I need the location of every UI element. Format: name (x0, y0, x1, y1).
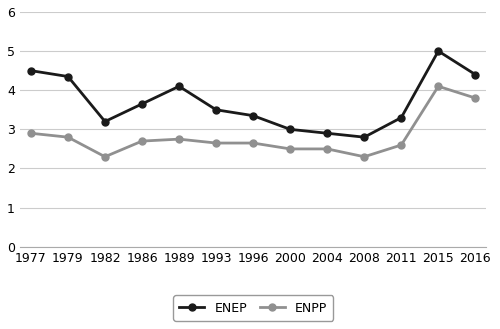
ENEP (102, 119, 108, 123)
ENPP (361, 155, 367, 159)
ENPP (139, 139, 145, 143)
ENEP (213, 108, 219, 112)
ENEP (398, 115, 404, 119)
ENEP (472, 73, 478, 77)
ENPP (65, 135, 71, 139)
ENPP (472, 96, 478, 100)
Legend: ENEP, ENPP: ENEP, ENPP (173, 295, 333, 321)
ENPP (436, 84, 442, 88)
ENEP (250, 114, 256, 118)
ENPP (28, 131, 34, 135)
ENEP (28, 69, 34, 73)
Line: ENEP: ENEP (28, 48, 479, 140)
ENEP (361, 135, 367, 139)
ENEP (65, 75, 71, 79)
ENEP (436, 49, 442, 53)
ENPP (324, 147, 330, 151)
ENPP (398, 143, 404, 147)
ENPP (102, 155, 108, 159)
ENEP (176, 84, 182, 88)
ENPP (213, 141, 219, 145)
ENPP (176, 137, 182, 141)
ENEP (324, 131, 330, 135)
ENPP (250, 141, 256, 145)
ENPP (287, 147, 293, 151)
ENEP (287, 127, 293, 131)
Line: ENPP: ENPP (28, 83, 479, 160)
ENEP (139, 102, 145, 106)
